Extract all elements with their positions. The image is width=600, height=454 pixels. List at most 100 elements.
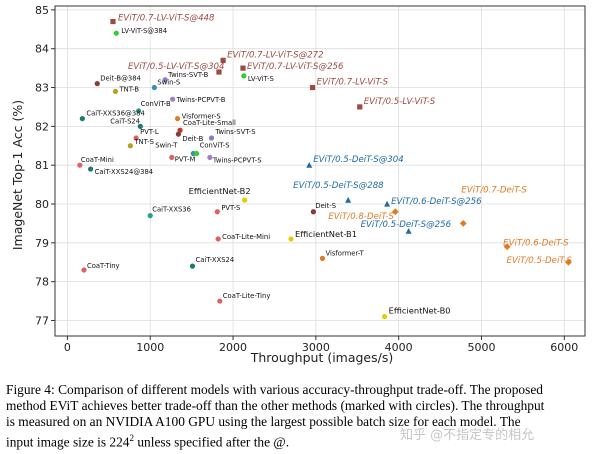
point-twins-svt-s <box>208 135 215 141</box>
point-evit-0-5-deit-s-304 <box>306 161 313 168</box>
point-convit-s <box>194 150 200 157</box>
label-efficientnet-b0: EfficientNet-B0 <box>389 306 451 316</box>
label-visformer-s: Visformer-S <box>182 113 221 121</box>
point-twins-pcpvt-b <box>169 96 176 102</box>
caption-line-2: method EViT achieves better trade-off th… <box>6 398 545 413</box>
point-visformer-s <box>174 115 181 122</box>
point-coat-lite-small <box>177 127 183 133</box>
label-cait-xxs36: CaiT-XXS36 <box>152 206 191 214</box>
label-cait-s24: CaiT-S24 <box>110 117 140 125</box>
caption-line-3: is measured on an NVIDIA A100 GPU using … <box>6 414 521 429</box>
x-axis-label: Throughput (images/s) <box>250 350 394 365</box>
label-cait-xxs24: CaiT-XXS24 <box>195 256 234 264</box>
y-tick-label: 77 <box>35 314 49 327</box>
x-tick-label: 5000 <box>467 341 495 354</box>
point-lv-vit-s-384 <box>113 30 119 36</box>
caption-line-4-pre: input image size is 224 <box>6 434 130 450</box>
label-pvt-s: PVT-S <box>221 204 240 212</box>
point-coat-tiny <box>81 267 87 273</box>
label-evit-0-7-deit-s: EViT/0.7-DeiT-S <box>461 185 527 195</box>
label-twins-pcpvt-s: Twins-PCPVT-S <box>212 156 262 164</box>
point-evit-0-7-lv-vit-s-448 <box>110 18 116 25</box>
point-tnt-b <box>112 88 119 95</box>
point-evit-0-5-deit-s <box>565 258 572 266</box>
point-evit-0-6-deit-s <box>503 243 511 251</box>
point-swin-s <box>151 84 157 91</box>
label-convit-s: ConViT-S <box>200 142 230 150</box>
point-tnt-s <box>127 143 133 149</box>
point-coat-lite-mini <box>215 236 221 242</box>
label-evit-0-6-deit-s-256: EViT/0.6-DeiT-S@256 <box>391 197 482 207</box>
label-twins-svt-b: Twins-SVT-B <box>167 71 208 79</box>
label-swin-s: Swin-S <box>157 79 180 87</box>
watermark: 知乎 @不指定专的相允 <box>400 428 535 443</box>
grid-lines <box>55 6 585 336</box>
y-tick-label: 81 <box>35 159 49 172</box>
point-pvt-l <box>133 135 139 141</box>
label-visformer-t: Visformer-T <box>325 249 364 257</box>
x-tick-label: 3000 <box>302 341 330 354</box>
point-visformer-t <box>319 255 326 261</box>
point-efficientnet-b2 <box>242 197 248 203</box>
point-evit-0-5-deit-s-288 <box>345 196 352 203</box>
y-axis-label: ImageNet Top-1 Acc (%) <box>10 100 25 250</box>
point-lv-vit-s <box>241 73 247 79</box>
figure-caption: Figure 4: Comparison of different models… <box>6 382 596 450</box>
point-deit-s <box>310 209 316 215</box>
point-twins-svt-b <box>162 77 168 83</box>
label-coat-mini: CoaT-Mini <box>81 156 114 164</box>
point-labels: LV-ViT-S@384Deit-B@384TNT-BSwin-STwins-S… <box>81 14 573 316</box>
caption-superscript: 2 <box>129 433 134 443</box>
label-coat-lite-mini: CoaT-Lite-Mini <box>222 233 270 241</box>
label-evit-0-6-deit-s: EViT/0.6-DeiT-S <box>503 239 569 249</box>
label-pvt-m: PVT-M <box>175 155 196 163</box>
label-evit-0-7-lv-vit-s: EViT/0.7-LV-ViT-S <box>317 78 389 88</box>
point-evit-0-7-deit-s <box>459 220 467 227</box>
y-tick-label: 79 <box>35 237 49 250</box>
point-efficientnet-b0 <box>381 313 388 320</box>
y-tick-label: 82 <box>35 120 49 133</box>
point-pvt-s <box>214 209 220 215</box>
label-tnt-b: TNT-B <box>118 85 139 93</box>
y-tick-label: 85 <box>35 4 49 17</box>
x-tick-label: 6000 <box>550 341 578 354</box>
label-pvt-l: PVT-L <box>140 128 159 136</box>
label-evit-0-5-deit-s-256: EViT/0.5-DeiT-S@256 <box>361 220 452 230</box>
point-cait-xxs24-384 <box>88 166 94 172</box>
label-efficientnet-b1: EfficientNet-B1 <box>295 229 357 239</box>
point-evit-0-8-deit-s <box>391 208 399 216</box>
point-deit-b <box>175 131 181 137</box>
point-cait-xxs36-384 <box>79 115 85 122</box>
label-coat-tiny: CoaT-Tiny <box>87 262 120 270</box>
label-deit-b: Deit-B <box>182 135 203 143</box>
point-evit-0-5-deit-s-256 <box>405 227 412 234</box>
plot-frame <box>54 5 586 337</box>
label-efficientnet-b2: EfficientNet-B2 <box>189 186 251 196</box>
label-evit-0-8-deit-s: EViT/0.8-DeiT-S <box>328 212 394 222</box>
point-evit-0-7-lv-vit-s-272 <box>220 57 226 63</box>
point-twins-pcpvt-s <box>207 154 213 161</box>
label-cait-xxs36-384: CaiT-XXS36@384 <box>86 110 145 118</box>
label-lv-vit-s: LV-ViT-S <box>248 75 274 83</box>
label-evit-0-5-deit-s-304: EViT/0.5-DeiT-S@304 <box>313 155 403 165</box>
label-evit-0-7-lv-vit-s-256: EViT/0.7-LV-ViT-S@256 <box>247 62 344 72</box>
data-points <box>77 18 572 320</box>
label-evit-0-5-lv-vit-s-304: EViT/0.5-LV-ViT-S@304 <box>128 62 225 72</box>
y-tick-label: 84 <box>35 43 49 56</box>
caption-line-1: Figure 4: Comparison of different models… <box>6 382 543 397</box>
label-twins-svt-s: Twins-SVT-S <box>215 128 256 136</box>
x-tick-label: 0 <box>64 341 71 354</box>
chart: 0 1000 2000 3000 4000 5000 6000 77 78 79 80 81 82 83 8… <box>10 4 586 365</box>
point-efficientnet-b1 <box>288 236 294 242</box>
label-lv-vit-s-384: LV-ViT-S@384 <box>121 27 167 35</box>
label-swin-t: Swin-T <box>155 142 178 150</box>
point-evit-0-5-lv-vit-s-304 <box>216 69 222 75</box>
label-evit-0-5-deit-s-288: EViT/0.5-DeiT-S@288 <box>293 181 384 191</box>
point-pvt-m <box>169 154 175 161</box>
point-coat-mini <box>77 162 83 168</box>
label-deit-s: Deit-S <box>315 202 336 210</box>
label-tnt-s: TNT-S <box>133 138 154 146</box>
point-evit-0-7-lv-vit-s <box>309 84 316 91</box>
point-evit-0-7-lv-vit-s-256 <box>240 65 246 71</box>
point-cait-xxs36 <box>147 213 153 219</box>
